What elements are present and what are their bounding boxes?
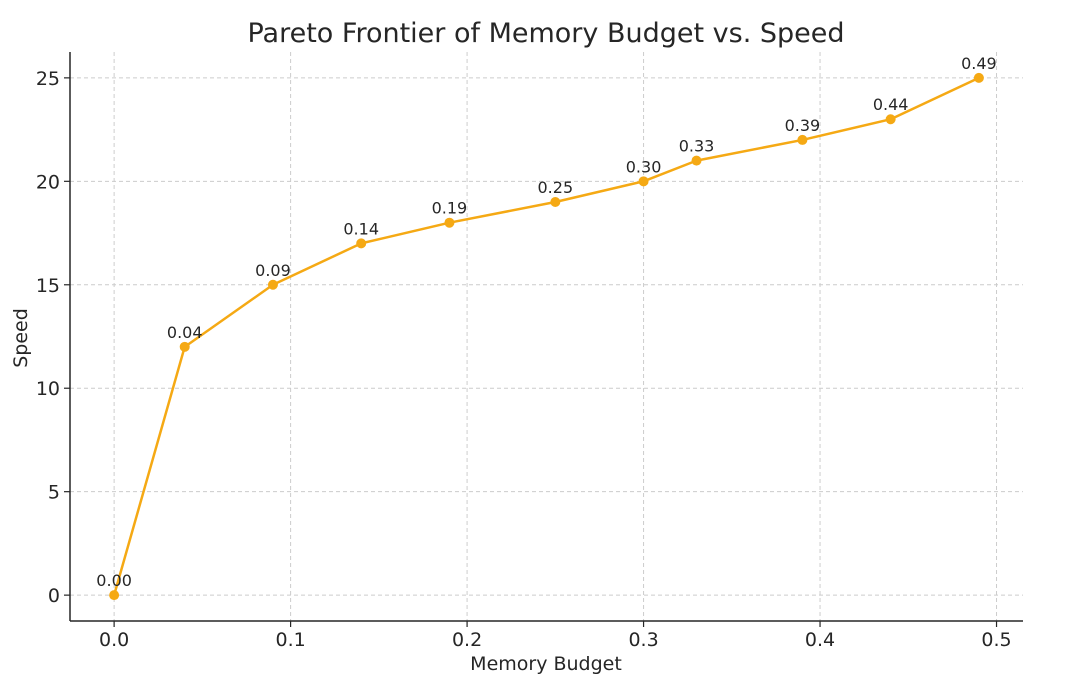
data-point	[638, 176, 649, 187]
data-label: 0.00	[96, 571, 132, 590]
data-point	[444, 217, 455, 228]
x-axis-label: Memory Budget	[470, 653, 622, 675]
data-label: 0.30	[626, 157, 662, 176]
chart-title: Pareto Frontier of Memory Budget vs. Spe…	[247, 18, 844, 49]
data-point	[797, 134, 808, 145]
data-point	[356, 238, 367, 249]
data-label: 0.14	[343, 219, 379, 238]
data-point	[179, 341, 190, 352]
data-point	[267, 279, 278, 290]
data-point	[550, 197, 561, 208]
y-tick-label: 25	[36, 68, 60, 90]
x-tick-label: 0.3	[628, 629, 658, 651]
data-label: 0.39	[785, 116, 821, 135]
x-tick-label: 0.1	[275, 629, 305, 651]
y-tick-label: 5	[48, 482, 60, 504]
axes-layer: 0.0 0.1 0.2 0.3 0.4 0.5 0 5 10 15 20 25	[36, 52, 1023, 651]
data-label: 0.25	[538, 178, 574, 197]
x-tick-label: 0.5	[981, 629, 1011, 651]
data-label: 0.19	[432, 199, 468, 218]
series-layer	[109, 72, 984, 601]
y-axis-label: Speed	[10, 308, 32, 368]
data-point	[885, 114, 896, 125]
data-label: 0.33	[679, 137, 715, 156]
data-point	[109, 590, 120, 601]
x-tick-label: 0.2	[452, 629, 482, 651]
grid-layer	[70, 52, 1023, 621]
data-label: 0.04	[167, 323, 203, 342]
y-tick-label: 20	[36, 171, 60, 193]
data-label: 0.09	[255, 261, 291, 280]
data-label: 0.49	[961, 54, 997, 73]
series-line	[112, 76, 980, 596]
y-tick-label: 0	[48, 585, 60, 607]
data-point	[691, 155, 702, 166]
data-label: 0.44	[873, 95, 909, 114]
data-point	[973, 72, 984, 83]
y-tick-label: 15	[36, 275, 60, 297]
x-tick-label: 0.0	[99, 629, 129, 651]
data-labels-layer: 0.00 0.04 0.09 0.14 0.19 0.25 0.30 0.33 0.39 0.44…	[96, 54, 996, 590]
y-tick-label: 10	[36, 378, 60, 400]
x-tick-label: 0.4	[805, 629, 835, 651]
